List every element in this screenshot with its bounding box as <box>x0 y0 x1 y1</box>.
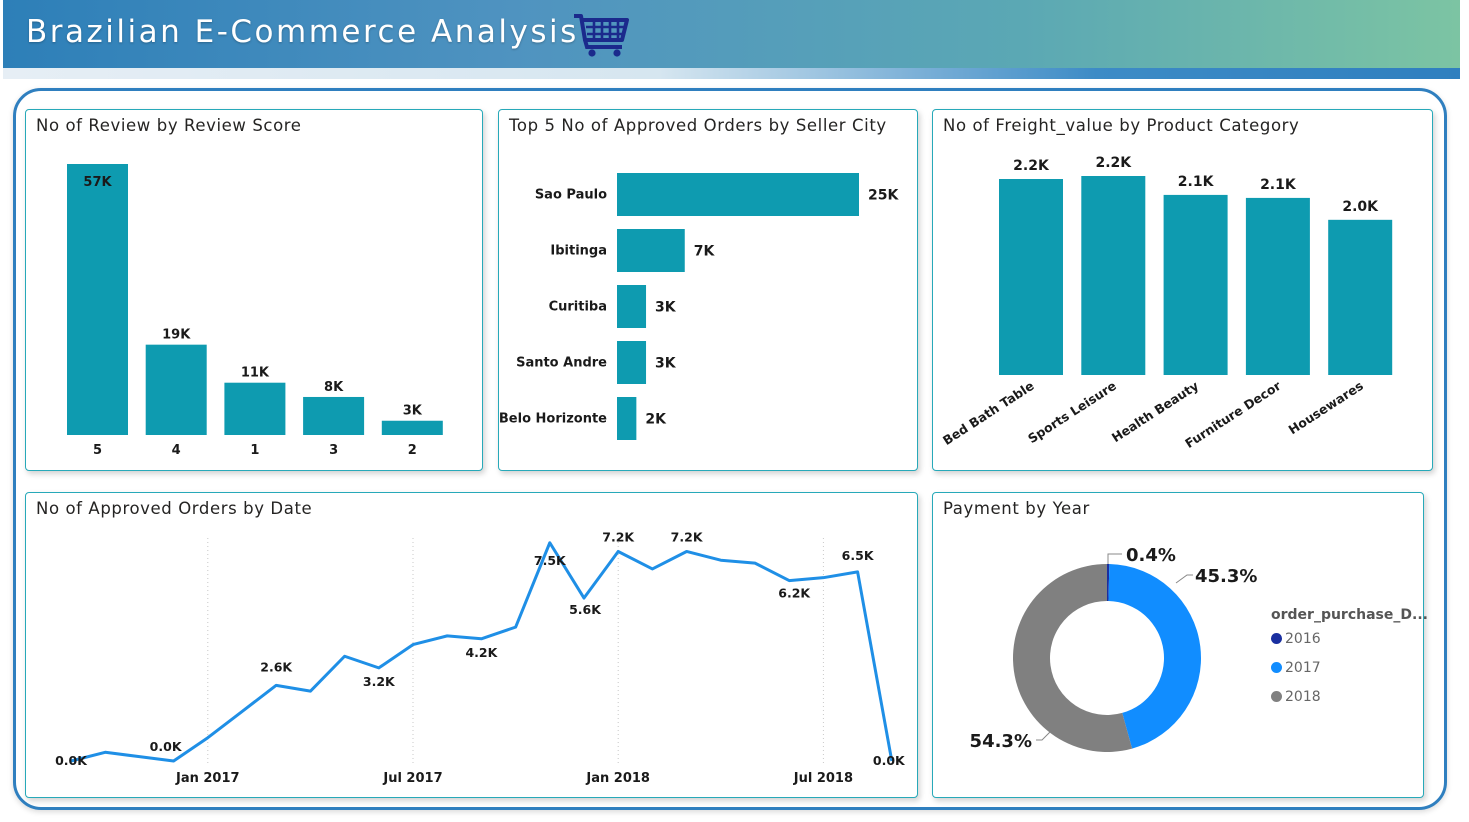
bar <box>617 285 647 328</box>
data-label: 19K <box>162 328 191 343</box>
data-label: 2.2K <box>1013 158 1050 174</box>
seller-city-chart[interactable]: Top 5 No of Approved Orders by Seller Ci… <box>498 109 918 471</box>
leader-line <box>1175 574 1193 584</box>
data-label: 45.3% <box>1195 566 1257 587</box>
x-tick-label: Housewares <box>1286 378 1366 437</box>
review-chart-plot: 57K 5 19K 4 11K 1 8K 3 3K 2 <box>67 164 443 458</box>
data-label: 0.0K <box>150 739 183 754</box>
legend-title: order_purchase_D... <box>1271 607 1428 623</box>
bar <box>224 382 286 435</box>
data-label: 2.6K <box>260 659 293 674</box>
chart-title: Payment by Year <box>943 499 1090 518</box>
data-label: 8K <box>324 380 344 395</box>
data-label: 11K <box>241 366 270 381</box>
data-label: 2.0K <box>1342 199 1379 215</box>
review-score-chart[interactable]: No of Review by Review Score 57K 5 19K 4 11K… <box>25 109 483 471</box>
data-label: 2.1K <box>1178 174 1215 190</box>
bar <box>1163 194 1228 375</box>
data-label: 5.6K <box>569 602 602 617</box>
data-label: 0.4% <box>1126 545 1176 566</box>
donut-slice <box>1013 564 1133 752</box>
x-tick-label: 1 <box>250 443 259 458</box>
x-tick-label: Bed Bath Table <box>940 378 1037 448</box>
chart-title: No of Review by Review Score <box>36 116 302 135</box>
legend-dot <box>1271 662 1282 673</box>
data-label: 7.2K <box>602 529 635 544</box>
x-tick-label: 3 <box>329 443 338 458</box>
y-tick-label: Belo Horizonte <box>499 412 607 427</box>
bar <box>999 179 1063 375</box>
bar <box>617 341 647 384</box>
chart-title: No of Approved Orders by Date <box>36 499 313 518</box>
leader-line <box>1036 731 1051 741</box>
chart-title: Top 5 No of Approved Orders by Seller Ci… <box>509 116 887 135</box>
leader-line <box>1107 553 1122 564</box>
x-tick-label: 5 <box>93 443 102 458</box>
legend-item-2016[interactable]: 2016 <box>1271 631 1321 647</box>
bar <box>1081 176 1146 375</box>
donut-slice <box>1107 564 1110 602</box>
data-label: 7K <box>694 244 716 260</box>
series-line <box>70 541 894 763</box>
data-label: 4.2K <box>465 645 498 660</box>
freight-chart-plot: 2.2K Bed Bath Table 2.2K Sports Leisure 2.1K… <box>940 155 1393 451</box>
bar <box>67 164 128 435</box>
legend-dot <box>1271 633 1282 644</box>
legend-label: 2016 <box>1285 631 1321 647</box>
data-label: 7.5K <box>534 553 567 568</box>
city-chart-plot: Sao Paulo 25K Ibitinga 7K Curitiba 3K Santo An… <box>499 173 899 440</box>
data-label: 57K <box>83 175 112 190</box>
chart-title: No of Freight_value by Product Category <box>943 116 1300 135</box>
donut-slice <box>1108 564 1201 749</box>
bar <box>1245 197 1310 375</box>
dashboard-frame <box>13 88 1447 810</box>
bar <box>145 344 207 435</box>
page-title: Brazilian E-Commerce Analysis <box>26 14 579 50</box>
orders-chart-plot: Jan 2017 Jul 2017 Jan 2018 Jul 2018 0.0K 0.0K… <box>55 529 906 786</box>
x-tick-label: 4 <box>172 443 181 458</box>
legend-label: 2018 <box>1285 689 1321 705</box>
header-banner <box>3 0 1460 68</box>
shopping-cart-icon <box>574 14 629 57</box>
legend-label: 2017 <box>1285 660 1321 676</box>
bar <box>381 420 443 435</box>
legend-item-2017[interactable]: 2017 <box>1271 660 1321 676</box>
bar <box>617 229 685 272</box>
orders-by-date-chart[interactable]: No of Approved Orders by Date Jan 2017 Ju… <box>25 492 918 798</box>
x-tick-label: Sports Leisure <box>1025 378 1119 446</box>
data-label: 54.3% <box>970 731 1032 752</box>
data-label: 2.2K <box>1095 155 1132 171</box>
bar <box>1328 219 1393 375</box>
x-tick-label: Jul 2017 <box>382 771 442 786</box>
legend-dot <box>1271 691 1282 702</box>
data-label: 7.2K <box>671 529 704 544</box>
x-tick-label: Jan 2018 <box>585 771 650 786</box>
data-label: 0.0K <box>873 753 906 768</box>
data-label: 0.0K <box>55 753 88 768</box>
y-tick-label: Curitiba <box>549 300 607 315</box>
x-tick-label: Jan 2017 <box>175 771 240 786</box>
bar <box>617 397 637 440</box>
y-tick-label: Santo Andre <box>516 356 607 371</box>
data-label: 6.2K <box>778 586 811 601</box>
header-strip <box>3 68 1460 79</box>
data-label: 3K <box>655 300 677 316</box>
y-tick-label: Ibitinga <box>550 244 607 259</box>
payment-by-year-chart[interactable]: Payment by Year 0.4% 45.3% 54.3% order_pur… <box>932 492 1428 798</box>
data-label: 2.1K <box>1260 177 1297 193</box>
data-label: 6.5K <box>842 548 875 563</box>
x-tick-label: Jul 2018 <box>793 771 853 786</box>
data-label: 25K <box>868 188 899 204</box>
bar <box>303 396 365 435</box>
payment-donut-plot: 0.4% 45.3% 54.3% <box>970 545 1257 752</box>
data-label: 3K <box>403 404 423 419</box>
bar <box>617 173 859 216</box>
freight-category-chart[interactable]: No of Freight_value by Product Category … <box>932 109 1433 471</box>
y-tick-label: Sao Paulo <box>535 188 607 203</box>
legend-item-2018[interactable]: 2018 <box>1271 689 1321 705</box>
data-label: 3.2K <box>363 674 396 689</box>
x-tick-label: 2 <box>408 443 417 458</box>
data-label: 3K <box>655 356 677 372</box>
data-label: 2K <box>645 412 667 428</box>
